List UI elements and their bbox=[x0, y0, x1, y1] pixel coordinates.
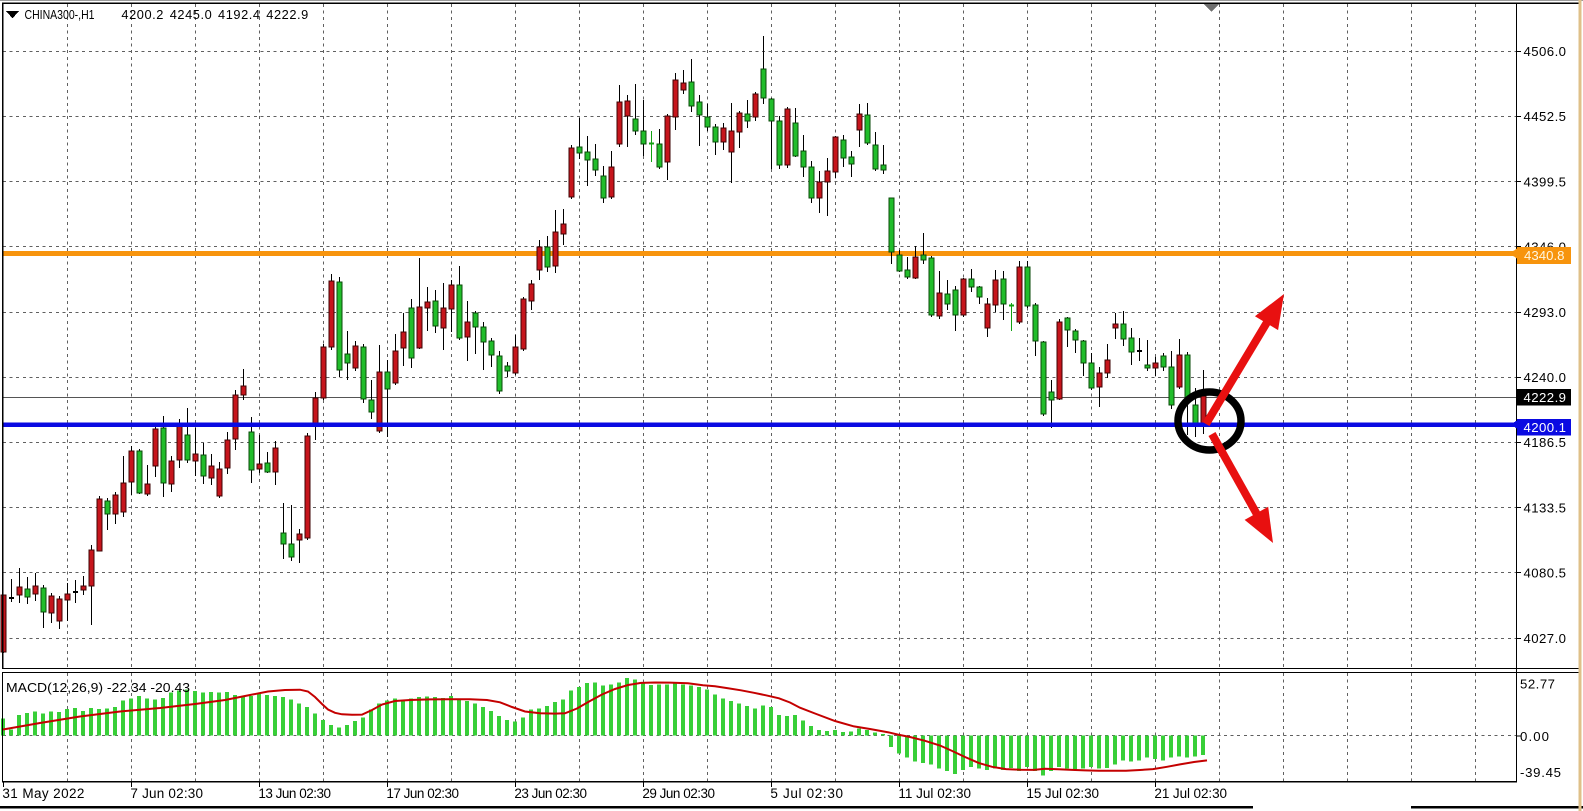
svg-text:4186.5: 4186.5 bbox=[1524, 435, 1567, 450]
svg-text:4340.8: 4340.8 bbox=[1524, 248, 1565, 263]
svg-text:17 Jun 02:30: 17 Jun 02:30 bbox=[386, 786, 459, 801]
svg-text:4293.0: 4293.0 bbox=[1524, 305, 1567, 320]
svg-text:-39.45: -39.45 bbox=[1520, 765, 1561, 780]
svg-text:4027.0: 4027.0 bbox=[1524, 631, 1567, 646]
svg-text:7 Jun 02:30: 7 Jun 02:30 bbox=[130, 786, 203, 801]
svg-text:15 Jul 02:30: 15 Jul 02:30 bbox=[1026, 786, 1099, 801]
svg-text:29 Jun 02:30: 29 Jun 02:30 bbox=[642, 786, 715, 801]
svg-text:4240.0: 4240.0 bbox=[1524, 370, 1567, 385]
svg-text:4506.0: 4506.0 bbox=[1524, 44, 1567, 59]
svg-text:52.77: 52.77 bbox=[1520, 676, 1555, 691]
svg-text:11 Jul 02:30: 11 Jul 02:30 bbox=[898, 786, 971, 801]
svg-text:23 Jun 02:30: 23 Jun 02:30 bbox=[514, 786, 587, 801]
svg-text:MACD(12,26,9) -22.34 -20.43: MACD(12,26,9) -22.34 -20.43 bbox=[6, 680, 190, 695]
svg-text:CHINA300-,H1: CHINA300-,H1 bbox=[25, 7, 95, 22]
svg-text:4222.9: 4222.9 bbox=[1524, 390, 1567, 405]
svg-text:4452.5: 4452.5 bbox=[1524, 109, 1567, 124]
svg-text:4133.5: 4133.5 bbox=[1524, 500, 1567, 515]
svg-text:31 May 2022: 31 May 2022 bbox=[2, 786, 84, 801]
svg-text:4200.2: 4200.2 bbox=[121, 7, 163, 22]
svg-text:21 Jul 02:30: 21 Jul 02:30 bbox=[1154, 786, 1227, 801]
svg-text:4192.4: 4192.4 bbox=[218, 7, 260, 22]
svg-text:4080.5: 4080.5 bbox=[1524, 566, 1567, 581]
svg-text:4222.9: 4222.9 bbox=[266, 7, 308, 22]
svg-text:4200.1: 4200.1 bbox=[1524, 420, 1567, 435]
svg-text:4245.0: 4245.0 bbox=[170, 7, 212, 22]
svg-text:4399.5: 4399.5 bbox=[1524, 174, 1567, 189]
svg-text:5 Jul 02:30: 5 Jul 02:30 bbox=[770, 786, 843, 801]
svg-text:13 Jun 02:30: 13 Jun 02:30 bbox=[258, 786, 331, 801]
svg-text:0.00: 0.00 bbox=[1520, 729, 1549, 744]
